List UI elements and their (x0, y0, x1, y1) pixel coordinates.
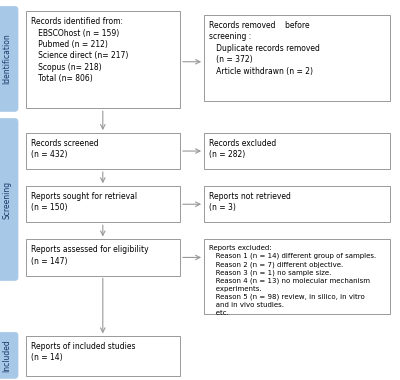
Text: Reports excluded:
   Reason 1 (n = 14) different group of samples.
   Reason 2 (: Reports excluded: Reason 1 (n = 14) diff… (209, 245, 376, 316)
FancyBboxPatch shape (0, 6, 18, 111)
Bar (204, 15, 390, 101)
Text: Records identified from:
   EBSCOhost (n = 159)
   Pubmed (n = 212)
   Science d: Records identified from: EBSCOhost (n = … (31, 17, 128, 83)
Text: Identification: Identification (3, 33, 12, 84)
Bar (204, 239, 390, 314)
Text: Included: Included (3, 339, 12, 372)
Bar (26, 239, 180, 276)
Bar (26, 336, 180, 376)
Text: Screening: Screening (3, 180, 12, 218)
Text: Records removed    before
screening :
   Duplicate records removed
   (n = 372)
: Records removed before screening : Dupli… (209, 21, 320, 76)
Bar (26, 186, 180, 222)
Text: Reports not retrieved
(n = 3): Reports not retrieved (n = 3) (209, 192, 291, 212)
FancyBboxPatch shape (0, 332, 18, 378)
FancyBboxPatch shape (0, 119, 18, 280)
Bar (204, 186, 390, 222)
Bar (26, 133, 180, 169)
Bar (26, 11, 180, 108)
Text: Reports of included studies
(n = 14): Reports of included studies (n = 14) (31, 342, 135, 363)
Text: Records excluded
(n = 282): Records excluded (n = 282) (209, 139, 276, 159)
Text: Reports sought for retrieval
(n = 150): Reports sought for retrieval (n = 150) (31, 192, 137, 212)
Bar (204, 133, 390, 169)
Text: Reports assessed for eligibility
(n = 147): Reports assessed for eligibility (n = 14… (31, 245, 148, 266)
Text: Records screened
(n = 432): Records screened (n = 432) (31, 139, 98, 159)
